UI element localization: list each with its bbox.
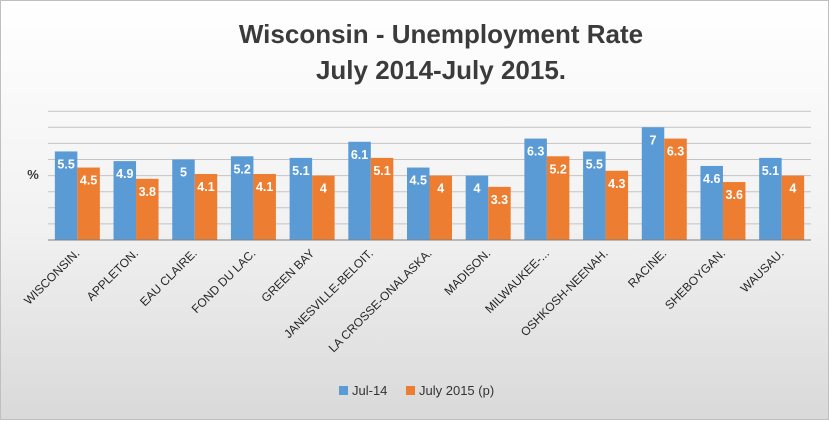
data-label: 4 [789, 182, 796, 196]
bar-jul-2015-7 [488, 186, 511, 240]
legend-label: July 2015 (p) [419, 383, 494, 398]
data-label: 5.5 [586, 157, 603, 171]
data-label: 6.3 [527, 145, 544, 159]
data-label: 5.1 [762, 164, 779, 178]
bar-jul-14-5 [348, 141, 371, 240]
chart-subtitle: July 2014-July 2015. [316, 55, 566, 85]
bar-jul-2015-3 [253, 173, 276, 240]
bar-jul-14-7 [465, 175, 489, 240]
category-label: EAU CLAIRE. [137, 246, 200, 309]
bars [54, 127, 805, 240]
legend-swatch [406, 386, 415, 395]
data-label: 5.2 [549, 162, 566, 176]
data-label: 6.3 [667, 145, 684, 159]
data-label: 3.3 [491, 193, 508, 207]
bar-jul-14-2 [172, 159, 195, 240]
bar-jul-2015-1 [136, 178, 159, 240]
bar-jul-14-0 [54, 151, 78, 240]
data-label: 4.9 [116, 167, 133, 181]
bar-jul-2015-2 [194, 173, 218, 240]
category-label: WISCONSIN. [21, 246, 82, 307]
bar-jul-14-9 [583, 151, 606, 240]
data-label: 5.5 [57, 157, 74, 171]
bar-jul-2015-8 [546, 156, 570, 240]
category-label: GREEN BAY [258, 246, 317, 305]
bar-jul-14-6 [407, 167, 430, 240]
bar-jul-2015-9 [605, 170, 629, 240]
data-label: 4 [473, 182, 480, 196]
category-label: WAUSAU. [738, 246, 787, 295]
category-label: APPLETON. [84, 246, 141, 303]
category-label: LA CROSSE-ONALASKA. [326, 246, 435, 355]
bar-jul-14-12 [759, 157, 782, 240]
bar-jul-2015-6 [429, 175, 452, 240]
data-label: 5.1 [292, 164, 309, 178]
bar-jul-14-4 [289, 157, 313, 240]
bar-jul-2015-5 [370, 157, 394, 240]
bar-jul-14-8 [524, 138, 547, 240]
category-labels: WISCONSIN. APPLETON.EAU CLAIRE.FOND DU LA… [21, 246, 787, 355]
data-label: 4.3 [608, 177, 625, 191]
legend: Jul-14 July 2015 (p) [339, 383, 494, 398]
data-label: 7 [650, 133, 657, 147]
data-label: 5 [180, 166, 187, 180]
category-label: RACINE. [625, 246, 669, 290]
bar-jul-14-11 [700, 165, 723, 240]
bar-jul-14-10 [641, 127, 665, 240]
data-label: 6.1 [351, 148, 368, 162]
bar-jul-2015-4 [312, 175, 335, 240]
data-label: 4.6 [703, 172, 720, 186]
bar-jul-2015-11 [722, 182, 746, 240]
chart-title: Wisconsin - Unemployment Rate [239, 19, 643, 49]
category-label: MADISON. [441, 246, 493, 298]
bar-jul-2015-10 [664, 138, 687, 240]
bar-jul-2015-0 [77, 167, 100, 240]
data-label: 5.2 [233, 162, 250, 176]
data-label: 3.8 [139, 185, 156, 199]
data-label: 4.5 [80, 174, 97, 188]
bar-jul-14-3 [230, 156, 254, 240]
y-axis-label: % [27, 167, 39, 182]
data-labels: 5.5 4.5 4.9 3.8 5 4.1 5.2 4.1 5.1 4 6.1 5.1 4.5 4 4 3.3… [57, 133, 796, 207]
data-label: 4.1 [197, 180, 214, 194]
legend-swatch [339, 386, 348, 395]
category-label: SHEBOYGAN. [662, 246, 728, 312]
data-label: 4 [437, 182, 444, 196]
data-label: 4.1 [256, 180, 273, 194]
data-label: 4 [320, 182, 327, 196]
data-label: 5.1 [373, 164, 390, 178]
bar-jul-2015-12 [781, 175, 805, 240]
data-label: 4.5 [410, 174, 427, 188]
data-label: 3.6 [726, 188, 743, 202]
legend-label: Jul-14 [352, 383, 387, 398]
bar-jul-14-1 [113, 161, 137, 240]
